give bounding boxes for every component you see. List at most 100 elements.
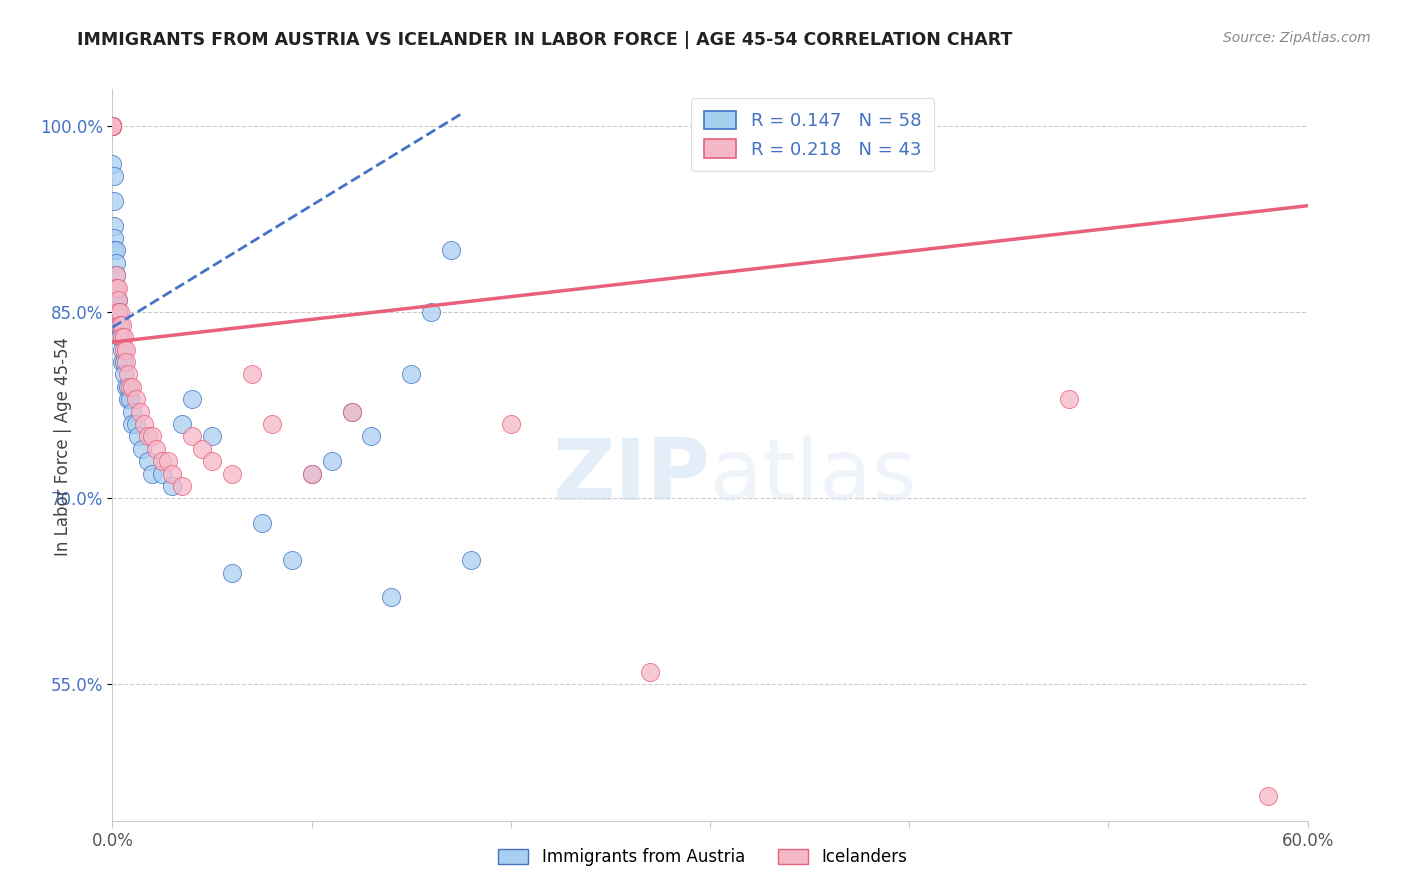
Point xyxy=(181,392,204,406)
Point xyxy=(111,343,134,357)
Point xyxy=(157,454,180,468)
Point xyxy=(499,417,522,431)
Point xyxy=(105,268,128,282)
Point xyxy=(340,404,363,418)
Point xyxy=(281,553,304,567)
Point xyxy=(127,429,149,443)
Point xyxy=(201,454,224,468)
Point xyxy=(101,120,124,134)
Point xyxy=(420,305,443,319)
Point xyxy=(107,305,129,319)
Point xyxy=(250,516,273,530)
Point xyxy=(131,442,153,456)
Point xyxy=(221,566,243,580)
Point xyxy=(115,380,138,394)
Text: atlas: atlas xyxy=(710,435,918,518)
Point xyxy=(114,368,135,382)
Point xyxy=(107,280,129,294)
Point xyxy=(110,330,132,344)
Text: Source: ZipAtlas.com: Source: ZipAtlas.com xyxy=(1223,31,1371,45)
Point xyxy=(107,318,129,332)
Point xyxy=(101,120,124,134)
Point xyxy=(101,120,124,134)
Point xyxy=(401,368,423,382)
Point xyxy=(129,404,152,418)
Point xyxy=(117,368,139,382)
Point xyxy=(125,417,148,431)
Point xyxy=(105,268,128,282)
Point xyxy=(101,120,124,134)
Point xyxy=(117,392,139,406)
Point xyxy=(172,479,194,493)
Point xyxy=(172,417,194,431)
Point xyxy=(114,343,135,357)
Point xyxy=(181,429,204,443)
Point xyxy=(111,318,134,332)
Point xyxy=(301,467,323,481)
Point xyxy=(110,330,132,344)
Point xyxy=(101,120,124,134)
Point xyxy=(103,244,125,258)
Point xyxy=(121,380,143,394)
Point xyxy=(115,355,138,369)
Point xyxy=(111,355,134,369)
Point xyxy=(105,256,128,270)
Point xyxy=(191,442,214,456)
Point xyxy=(103,169,125,183)
Point xyxy=(101,120,124,134)
Point xyxy=(114,330,135,344)
Point xyxy=(101,120,124,134)
Point xyxy=(340,404,363,418)
Point xyxy=(1257,789,1279,803)
Legend: R = 0.147   N = 58, R = 0.218   N = 43: R = 0.147 N = 58, R = 0.218 N = 43 xyxy=(692,98,934,171)
Point xyxy=(105,280,128,294)
Point xyxy=(110,318,132,332)
Point xyxy=(120,380,142,394)
Point xyxy=(380,591,402,605)
Point xyxy=(120,392,142,406)
Point xyxy=(321,454,343,468)
Point xyxy=(240,368,263,382)
Point xyxy=(145,442,167,456)
Text: ZIP: ZIP xyxy=(553,435,710,518)
Point xyxy=(150,454,173,468)
Point xyxy=(162,479,183,493)
Point xyxy=(103,231,125,245)
Point xyxy=(640,665,662,679)
Point xyxy=(103,194,125,208)
Point xyxy=(101,120,124,134)
Point xyxy=(105,293,128,307)
Point xyxy=(138,429,160,443)
Point xyxy=(221,467,243,481)
Point xyxy=(101,156,124,170)
Point xyxy=(138,454,160,468)
Point xyxy=(460,553,482,567)
Point xyxy=(440,244,463,258)
Point xyxy=(101,120,124,134)
Point xyxy=(121,417,143,431)
Point xyxy=(107,293,129,307)
Point xyxy=(150,467,173,481)
Point xyxy=(125,392,148,406)
Point xyxy=(201,429,224,443)
Text: IMMIGRANTS FROM AUSTRIA VS ICELANDER IN LABOR FORCE | AGE 45-54 CORRELATION CHAR: IMMIGRANTS FROM AUSTRIA VS ICELANDER IN … xyxy=(77,31,1012,49)
Point xyxy=(101,120,124,134)
Point xyxy=(105,293,128,307)
Point xyxy=(105,244,128,258)
Point xyxy=(301,467,323,481)
Point xyxy=(162,467,183,481)
Point xyxy=(103,219,125,233)
Text: In Labor Force | Age 45-54: In Labor Force | Age 45-54 xyxy=(55,336,72,556)
Point xyxy=(101,120,124,134)
Point xyxy=(110,318,132,332)
Point xyxy=(141,467,163,481)
Point xyxy=(117,380,139,394)
Point xyxy=(115,343,138,357)
Point xyxy=(107,305,129,319)
Point xyxy=(107,293,129,307)
Point xyxy=(111,330,134,344)
Point xyxy=(110,305,132,319)
Point xyxy=(260,417,283,431)
Point xyxy=(105,280,128,294)
Legend: Immigrants from Austria, Icelanders: Immigrants from Austria, Icelanders xyxy=(492,842,914,873)
